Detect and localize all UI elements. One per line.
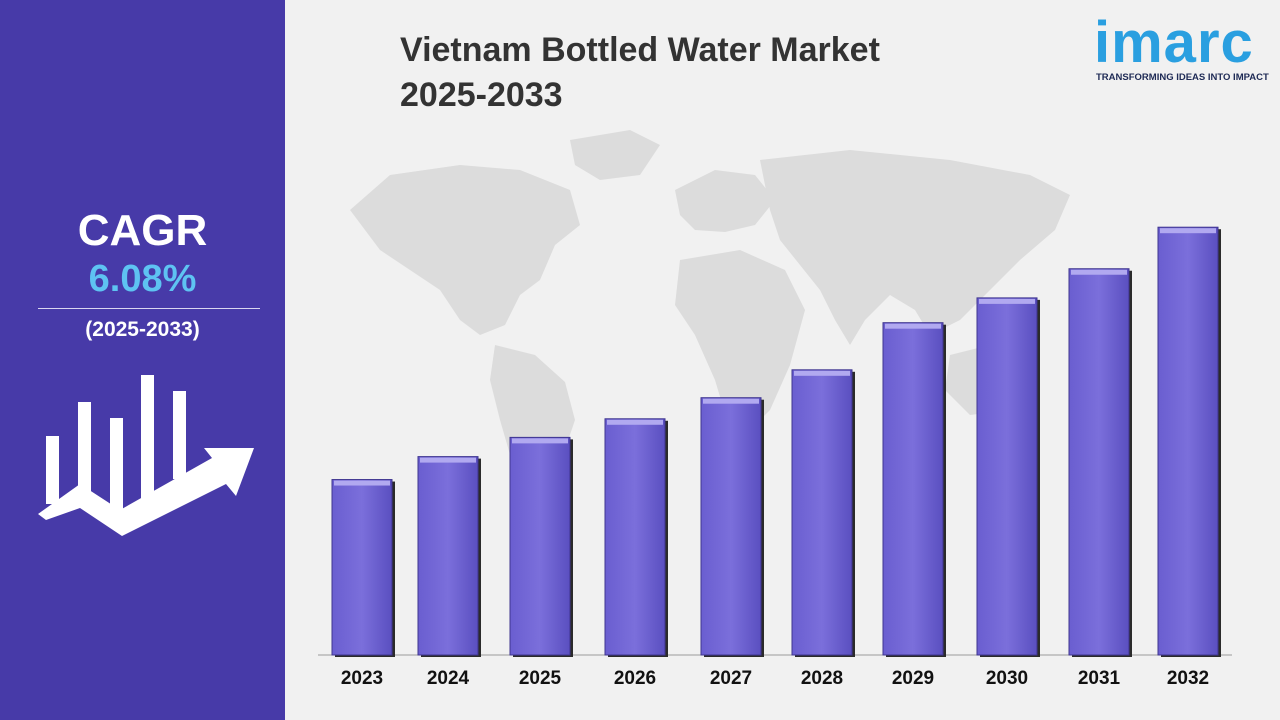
bar-highlight bbox=[703, 398, 759, 404]
bar-highlight bbox=[979, 298, 1035, 304]
x-tick-label: 2023 bbox=[341, 668, 383, 689]
bar-2032 bbox=[1157, 226, 1219, 656]
bar-highlight bbox=[1071, 269, 1127, 275]
bar-2026 bbox=[604, 418, 666, 656]
cagr-period: (2025-2033) bbox=[85, 318, 200, 341]
chart-title-line-2: 2025-2033 bbox=[400, 76, 563, 114]
bar-2030 bbox=[976, 297, 1038, 656]
x-tick-label: 2026 bbox=[614, 668, 656, 689]
x-tick-label: 2028 bbox=[801, 668, 843, 689]
bar-highlight bbox=[512, 438, 568, 444]
x-tick-label: 2025 bbox=[519, 668, 562, 689]
bar-highlight bbox=[607, 419, 663, 425]
cagr-label: CAGR bbox=[77, 206, 208, 255]
imarc-logo: imarc TRANSFORMING IDEAS INTO IMPACT bbox=[1090, 12, 1270, 84]
logo-word: imarc bbox=[1094, 10, 1254, 75]
x-tick-label: 2027 bbox=[710, 668, 752, 689]
bar-highlight bbox=[794, 370, 850, 376]
bar-highlight bbox=[885, 323, 941, 329]
bar-2027 bbox=[700, 397, 762, 656]
bar-highlight bbox=[420, 457, 476, 463]
bar-2028 bbox=[791, 369, 853, 656]
bar-highlight bbox=[334, 480, 390, 486]
bar-highlight bbox=[1160, 228, 1216, 234]
bar-2025 bbox=[509, 436, 571, 656]
x-tick-label: 2029 bbox=[892, 668, 934, 689]
sidebar: CAGR 6.08% (2025-2033) bbox=[0, 0, 285, 720]
bar-2023 bbox=[331, 479, 393, 656]
logo-tagline: TRANSFORMING IDEAS INTO IMPACT bbox=[1096, 72, 1269, 83]
chart-title: Vietnam Bottled Water Market 2025-2033 bbox=[400, 28, 880, 118]
bar-2031 bbox=[1068, 268, 1130, 656]
x-tick-label: 2032 bbox=[1167, 668, 1209, 689]
bar-2024 bbox=[417, 456, 479, 656]
sidebar-divider bbox=[38, 308, 260, 309]
x-tick-label: 2024 bbox=[427, 668, 470, 689]
bar-chart-growth-arrow-icon bbox=[38, 375, 254, 536]
cagr-value: 6.08% bbox=[88, 258, 197, 300]
bar-2029 bbox=[882, 322, 944, 656]
chart-title-line-1: Vietnam Bottled Water Market bbox=[400, 31, 880, 69]
x-tick-label: 2031 bbox=[1078, 668, 1121, 689]
x-tick-label: 2030 bbox=[986, 668, 1028, 689]
